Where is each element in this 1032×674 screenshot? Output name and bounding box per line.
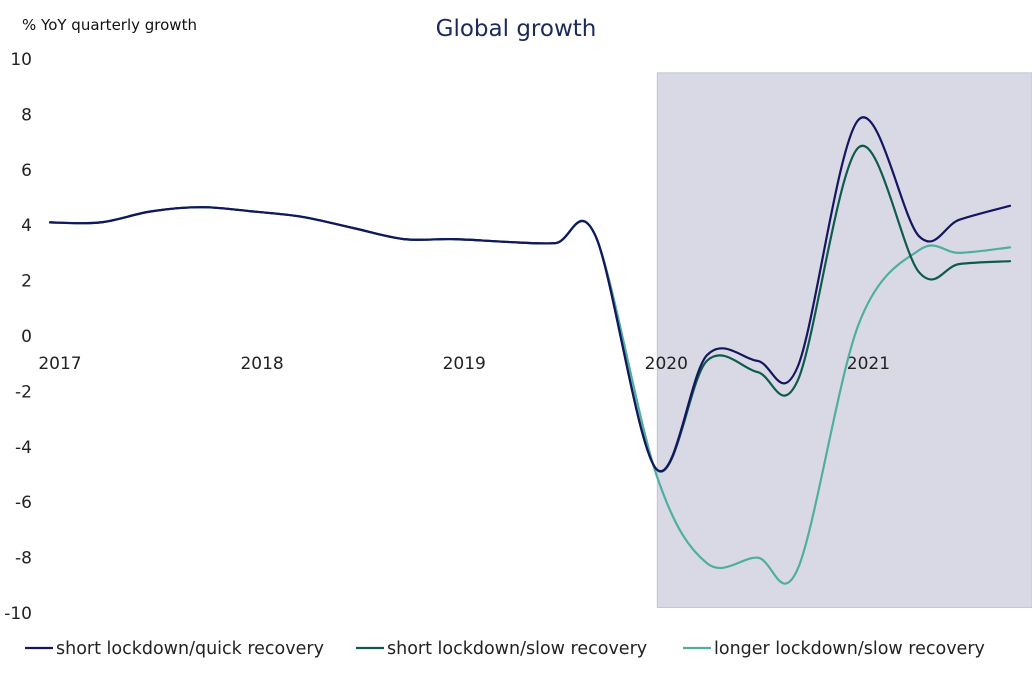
x-tick-label: 2019 [443,354,486,374]
x-tick-label: 2017 [38,354,81,374]
x-tick-label: 2021 [847,354,890,374]
y-tick-label: 0 [21,327,32,347]
y-tick-label: -2 [15,382,32,402]
y-tick-label: 8 [21,105,32,125]
y-tick-label: -10 [4,604,32,624]
x-tick-label: 2020 [645,354,688,374]
x-tick-label: 2018 [240,354,283,374]
y-tick-label: -6 [15,493,32,513]
legend: short lockdown/quick recovery short lockd… [25,639,985,659]
y-tick-label: -4 [15,438,32,458]
y-tick-label: 4 [21,216,32,236]
y-axis-label: % YoY quarterly growth [22,16,197,34]
chart-title: Global growth [436,16,597,42]
y-tick-label: 6 [21,161,32,181]
legend-label: short lockdown/slow recovery [387,639,647,659]
y-tick-label: -8 [15,549,32,569]
y-tick-label: 10 [10,50,32,70]
y-tick-label: 2 [21,272,32,292]
legend-label: longer lockdown/slow recovery [714,639,985,659]
legend-label: short lockdown/quick recovery [56,639,324,659]
